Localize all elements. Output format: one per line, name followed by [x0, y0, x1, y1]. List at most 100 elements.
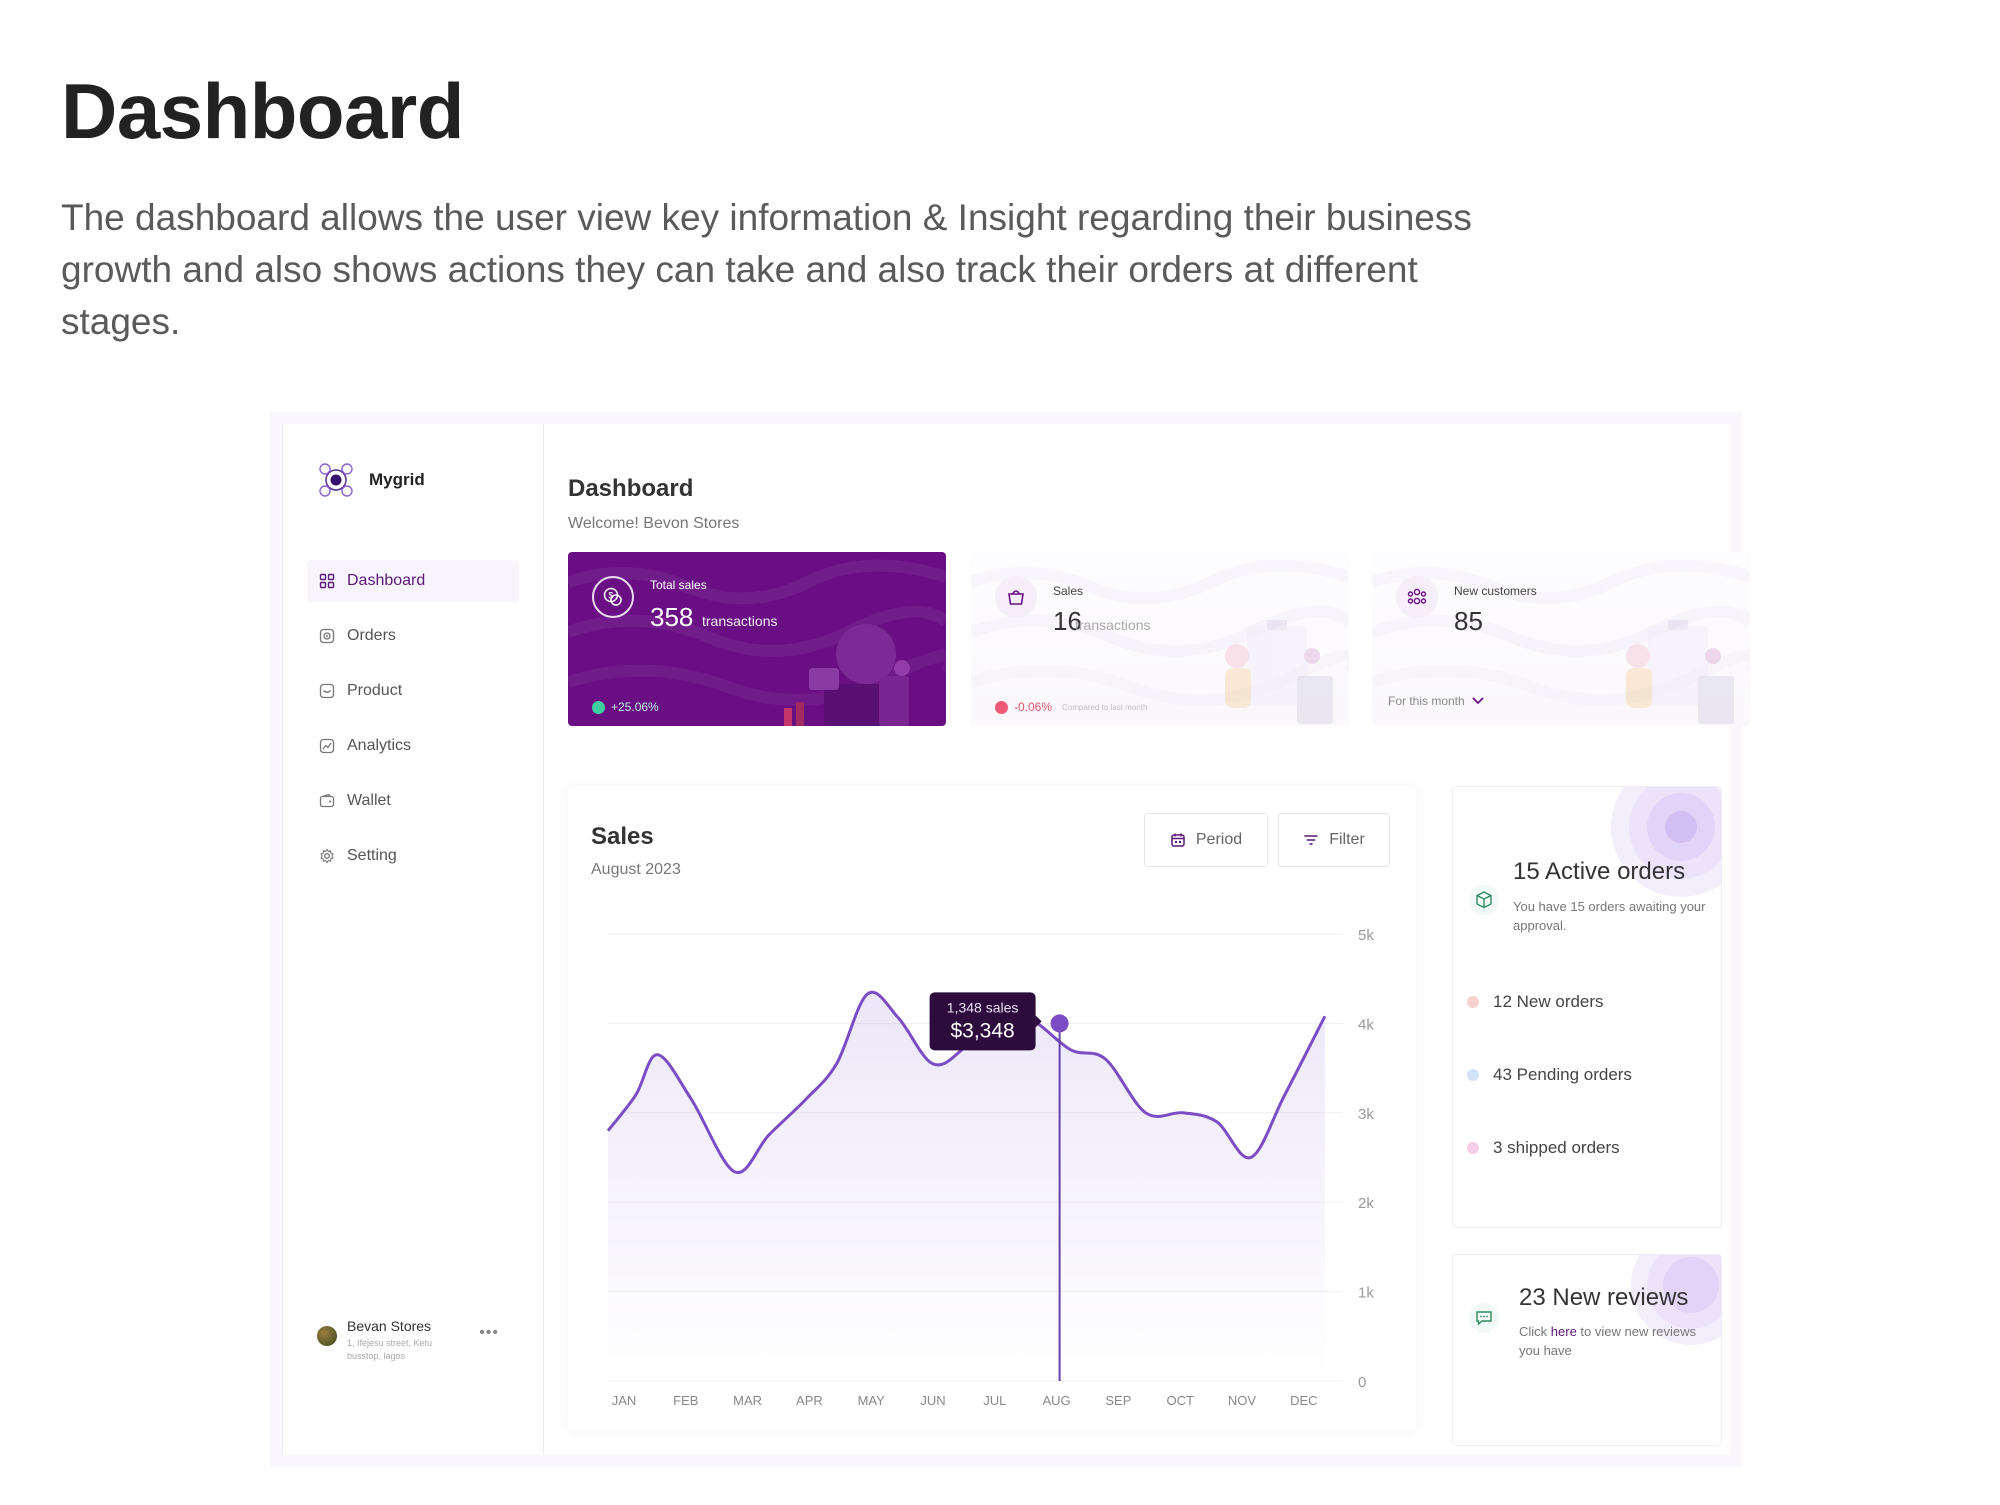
clipboard-illustration-icon [1626, 620, 1734, 724]
trend-note: Compared to last month [1062, 702, 1148, 712]
reviews-desc-post: to view new reviews you have [1519, 1324, 1697, 1358]
x-tick-label: MAR [733, 1393, 762, 1408]
y-tick-label: 0 [1358, 1374, 1366, 1391]
sidebar-item-dashboard[interactable]: Dashboard [307, 560, 519, 602]
card-label: New customers [1454, 584, 1537, 598]
x-tick-label: AUG [1043, 1393, 1071, 1408]
sales-title: Sales [591, 823, 654, 850]
wallet-icon [319, 793, 335, 808]
card-value: 16 [1053, 606, 1082, 636]
user-profile[interactable]: Bevan Stores 1, Ifejesu street, Ketu bus… [317, 1318, 517, 1363]
chart-icon [319, 738, 335, 754]
card-unit: transactions [702, 613, 778, 629]
card-label: Total sales [650, 578, 707, 592]
order-row-label: 3 shipped orders [1493, 1138, 1620, 1157]
shopping-illustration-icon [784, 624, 910, 726]
more-options-icon[interactable]: ••• [479, 1324, 499, 1341]
period-dropdown-label: For this month [1388, 694, 1465, 708]
x-tick-label: FEB [673, 1393, 698, 1408]
order-row-label: 43 Pending orders [1493, 1065, 1632, 1084]
tooltip-box [929, 992, 1036, 1051]
package-icon [1469, 885, 1499, 915]
card-value: 85 [1454, 606, 1483, 636]
sidebar-nav: Dashboard Orders Product Analytics Walle… [307, 560, 519, 890]
decorative-blob-icon [1611, 787, 1721, 897]
x-tick-label: JAN [612, 1393, 637, 1408]
page-description: The dashboard allows the user view key i… [61, 197, 1472, 342]
sidebar-item-analytics[interactable]: Analytics [307, 725, 519, 767]
sidebar: Mygrid Dashboard Orders Product Analyt [282, 424, 544, 1455]
user-name: Bevan Stores [347, 1318, 432, 1334]
tooltip-amount: $3,348 [950, 1019, 1014, 1042]
order-row-label: 12 New orders [1493, 992, 1604, 1011]
brand-name: Mygrid [369, 470, 425, 489]
sidebar-item-label: Orders [347, 627, 396, 644]
sales-card[interactable]: Sales 16 transactions -0.06% Compared to… [971, 552, 1349, 726]
sales-area-chart: 5k 4k 3k 2k 1k 0 JAN FEB MAR APR MAY JUN JUL AUG SEP O… [606, 927, 1374, 1408]
sidebar-item-orders[interactable]: Orders [307, 615, 519, 657]
card-label: Sales [1053, 584, 1084, 598]
y-tick-label: 3k [1358, 1106, 1374, 1123]
y-tick-label: 5k [1358, 927, 1374, 944]
active-orders-panel[interactable]: 15 Active orders You have 15 orders awai… [1452, 786, 1722, 1228]
chart-tooltip: 1,348 sales $3,348 [929, 992, 1042, 1051]
orders-icon [319, 628, 335, 644]
reviews-desc: Click here to view new reviews you have [1519, 1322, 1699, 1360]
sidebar-item-label: Dashboard [347, 572, 426, 589]
x-tick-label: DEC [1290, 1393, 1317, 1408]
sidebar-item-label: Product [347, 682, 403, 699]
sidebar-item-label: Analytics [347, 737, 412, 754]
total-sales-card[interactable]: $ Total sales 358 transactions +25.06% [568, 552, 946, 726]
new-customers-card[interactable]: New customers 85 For this month [1372, 552, 1750, 726]
shopping-bag-icon [995, 576, 1037, 618]
mygrid-logo-icon [318, 462, 354, 498]
chevron-down-icon [1472, 697, 1484, 705]
page-title: Dashboard [61, 67, 464, 155]
period-dropdown[interactable]: For this month [1388, 694, 1485, 708]
sidebar-item-label: Setting [347, 847, 397, 864]
x-tick-label: JUL [983, 1393, 1006, 1408]
highlight-point[interactable] [1050, 1014, 1069, 1033]
status-dot [1467, 996, 1479, 1008]
avatar [317, 1326, 337, 1346]
app-window: Mygrid Dashboard Orders Product Analyt [282, 424, 1750, 1455]
y-tick-label: 2k [1358, 1195, 1374, 1212]
sales-area-fill [608, 992, 1325, 1381]
sales-line [606, 990, 1327, 1174]
filter-button[interactable]: Filter [1278, 813, 1390, 867]
y-tick-label: 1k [1358, 1285, 1374, 1302]
trend-value: -0.06% [1014, 700, 1053, 714]
gear-icon [320, 848, 334, 864]
order-row-shipped[interactable]: 3 shipped orders [1467, 1138, 1620, 1158]
clipboard-illustration-icon [1225, 620, 1333, 724]
card-unit: transactions [1075, 617, 1151, 633]
period-button[interactable]: Period [1144, 813, 1268, 867]
sidebar-item-product[interactable]: Product [307, 670, 519, 712]
trend-indicator: -0.06% Compared to last month [995, 700, 1147, 714]
arrow-down-icon [995, 700, 1008, 714]
box-icon [319, 683, 335, 699]
reviews-desc-pre: Click [1519, 1324, 1551, 1339]
x-tick-label: NOV [1228, 1393, 1257, 1408]
sidebar-item-wallet[interactable]: Wallet [307, 780, 519, 822]
sidebar-item-label: Wallet [347, 792, 391, 809]
filter-button-label: Filter [1329, 831, 1365, 848]
trend-indicator: +25.06% [592, 700, 659, 714]
card-wave-pattern [568, 559, 946, 706]
x-tick-label: OCT [1166, 1393, 1194, 1408]
status-dot [1467, 1142, 1479, 1154]
arrow-up-icon [592, 700, 605, 714]
sidebar-item-setting[interactable]: Setting [307, 835, 519, 877]
active-orders-title: 15 Active orders [1513, 858, 1686, 885]
user-address: 1, Ifejesu street, Ketu busstop, lagos [347, 1338, 433, 1361]
order-row-pending[interactable]: 43 Pending orders [1467, 1065, 1632, 1085]
dashboard-title: Dashboard [568, 475, 694, 502]
order-row-new[interactable]: 12 New orders [1467, 992, 1604, 1012]
new-reviews-panel[interactable]: 23 New reviews Click here to view new re… [1452, 1254, 1722, 1446]
card-value: 358 [650, 602, 694, 632]
brand[interactable]: Mygrid [318, 462, 425, 498]
x-tick-label: SEP [1105, 1393, 1131, 1408]
reviews-link[interactable]: here [1550, 1324, 1577, 1339]
y-tick-label: 4k [1358, 1016, 1374, 1033]
filter-icon [1304, 835, 1319, 845]
